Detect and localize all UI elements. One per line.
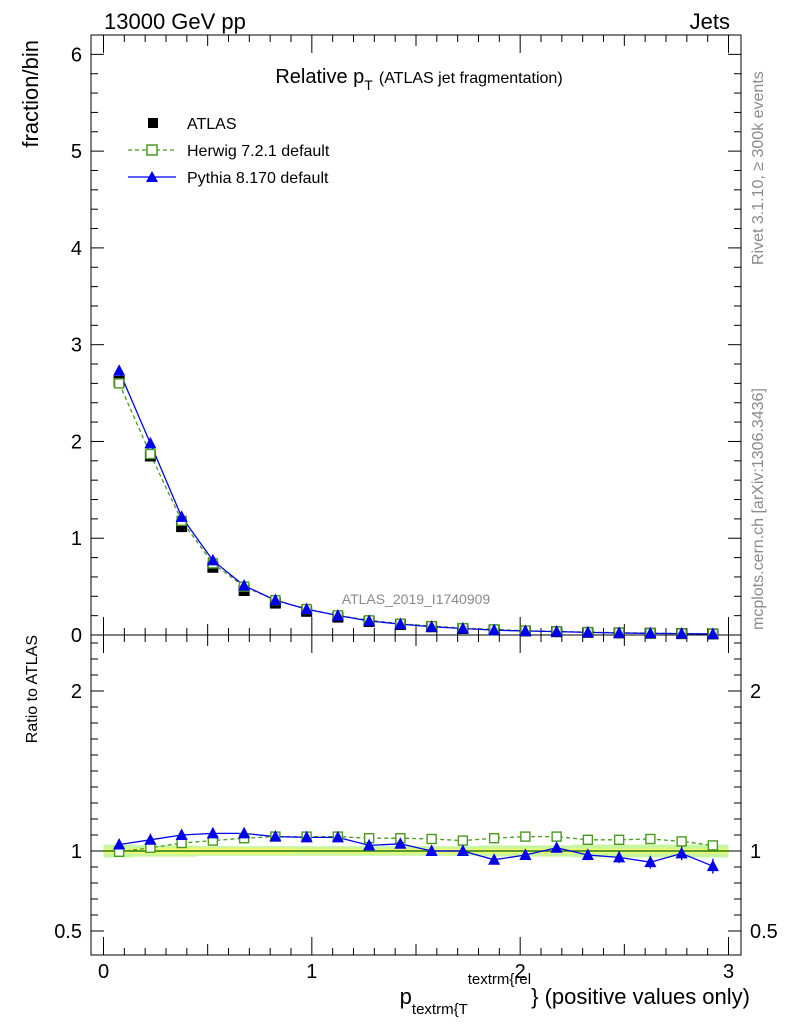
pythia-point (394, 617, 407, 630)
pythia-point (613, 626, 626, 638)
pythia-point (425, 620, 438, 632)
ratio-pythia-point (144, 833, 157, 845)
ratio-pythia-point (269, 830, 282, 842)
legend-marker-herwig (146, 144, 158, 156)
ratio-pythia-point (363, 838, 376, 851)
ratio-herwig-point (707, 840, 719, 851)
pythia-point (331, 608, 344, 621)
pythia-point (456, 621, 469, 634)
ratio-pythia-point (331, 830, 344, 843)
legend-label-herwig: Herwig 7.2.1 default (187, 143, 330, 160)
ratio-pythia-point (550, 841, 563, 853)
ratio-xtick-label: 1 (306, 961, 317, 983)
atlas-point (176, 521, 188, 533)
header-left: 13000 GeV pp (104, 9, 246, 34)
legend-marker-pythia (146, 171, 158, 182)
ratio-herwig-point (426, 833, 437, 845)
legend: ATLAS Herwig 7.2.1 default Pythia 8.170 … (128, 116, 330, 187)
pythia-point (581, 625, 594, 638)
pythia-point (675, 627, 688, 639)
ratio-herwig-point (582, 834, 594, 845)
ratio-pythia-point (206, 826, 219, 839)
main-ytick-label: 1 (71, 528, 82, 550)
ratio-herwig-line (119, 835, 713, 853)
main-ytick-label: 4 (71, 238, 82, 260)
ratio-herwig-point (457, 835, 469, 846)
ratio-ytick-label-right: 1 (750, 841, 761, 863)
legend-label-atlas: ATLAS (187, 116, 237, 133)
ratio-axes: 0 1 2 3 0.5 0.5 1 1 2 2 (54, 635, 778, 983)
ratio-pythia-line (119, 832, 714, 867)
ratio-herwig-point (676, 836, 687, 847)
ratio-pythia-point (238, 826, 251, 839)
herwig-point (145, 448, 156, 460)
ratio-ytick-label: 0.5 (54, 921, 82, 943)
pythia-point (113, 364, 126, 376)
main-ytick-label: 0 (71, 625, 82, 647)
pythia-point (269, 593, 282, 606)
pythia-point (706, 627, 719, 639)
ratio-herwig-point (551, 831, 562, 842)
main-ylabel: fraction/bin (18, 40, 43, 148)
ratio-pythia-point (644, 855, 657, 868)
pythia-point (519, 624, 532, 636)
ratio-pythia-point (488, 853, 501, 865)
ratio-uncertainty-bands (103, 844, 729, 858)
pythia-point (550, 625, 563, 637)
ratio-pythia-point (456, 844, 469, 856)
ratio-pythia-point (613, 850, 626, 863)
main-title: Relative pT (ATLAS jet fragmentation) (275, 66, 562, 93)
ratio-herwig-point (645, 833, 656, 845)
ratio-pythia-point (113, 838, 126, 850)
herwig-point (113, 378, 125, 389)
ratio-pythia-point (706, 859, 719, 872)
pythia-point (644, 626, 657, 639)
ratio-xtick-label: 3 (723, 961, 734, 983)
main-ytick-label: 3 (71, 335, 82, 357)
ratio-herwig-point (520, 831, 531, 842)
ratio-ytick-label-right: 0.5 (750, 921, 778, 943)
ratio-pythia-point (175, 828, 188, 840)
pythia-point (144, 436, 157, 449)
main-ytick-label: 6 (71, 44, 82, 66)
legend-label-pythia: Pythia 8.170 default (187, 170, 329, 187)
rivet-label: Rivet 3.1.10, ≥ 300k events (750, 71, 767, 265)
ratio-herwig-point (488, 833, 500, 844)
main-series (113, 364, 719, 640)
pythia-point (175, 510, 188, 522)
ratio-ytick-label: 1 (71, 841, 82, 863)
ratio-pythia-point (425, 844, 438, 856)
pythia-point (488, 623, 501, 636)
pythia-point (206, 553, 219, 566)
pythia-point (300, 602, 313, 615)
main-ytick-label: 5 (71, 141, 82, 163)
ratio-series (113, 826, 719, 874)
mcplots-label: mcplots.cern.ch [arXiv:1306.3436] (750, 388, 767, 630)
ratio-pythia-point (519, 848, 532, 860)
ratio-ytick-label: 2 (71, 681, 82, 703)
ratio-xtick-label: 2 (515, 961, 526, 983)
analysis-watermark: ATLAS_2019_I1740909 (342, 591, 491, 607)
ratio-pythia-point (675, 846, 688, 859)
main-ytick-label: 2 (71, 431, 82, 453)
ratio-pythia-point (300, 830, 313, 843)
main-axes: 0 1 2 3 4 5 6 (71, 35, 741, 647)
header-right: Jets (690, 9, 730, 34)
pythia-point (238, 579, 251, 591)
ratio-pythia-point (394, 837, 407, 849)
ratio-pythia-point (581, 848, 594, 860)
ratio-panel-frame (90, 634, 742, 956)
ratio-xtick-label: 0 (98, 961, 109, 983)
legend-marker-atlas (148, 118, 158, 128)
ratio-herwig-point (613, 834, 625, 845)
ratio-ylabel: Ratio to ATLAS (24, 635, 41, 743)
x-axis-label: ptextrm{Ttextrm{rel} (positive values on… (400, 971, 750, 1018)
ratio-ytick-label-right: 2 (750, 681, 761, 703)
pythia-point (363, 614, 376, 626)
